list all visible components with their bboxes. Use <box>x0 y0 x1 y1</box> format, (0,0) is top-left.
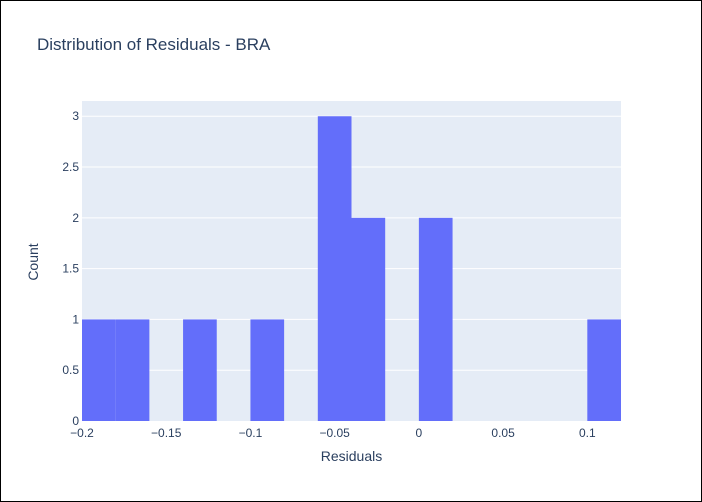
y-tick-label: 0.5 <box>62 363 79 377</box>
histogram-bar <box>250 319 285 421</box>
x-tick-labels: −0.2 −0.15 −0.1 −0.05 0 0.05 0.1 <box>70 426 596 440</box>
y-tick-label: 1 <box>72 312 79 326</box>
histogram-bars <box>82 116 621 421</box>
histogram-bar <box>115 319 150 421</box>
histogram-bar <box>317 116 352 421</box>
x-tick-label: −0.2 <box>70 426 94 440</box>
y-tick-label: 2.5 <box>62 160 79 174</box>
x-tick-label: −0.05 <box>319 426 350 440</box>
histogram-bar <box>82 319 116 421</box>
histogram-bar <box>418 217 453 421</box>
x-tick-label: −0.15 <box>151 426 182 440</box>
histogram-bar <box>183 319 217 421</box>
y-axis-title: Count <box>25 243 41 281</box>
x-tick-label: −0.1 <box>239 426 263 440</box>
chart-title: Distribution of Residuals - BRA <box>37 35 271 54</box>
y-tick-labels: 0 0.5 1 1.5 2 2.5 3 <box>62 109 79 428</box>
histogram-bar <box>587 319 621 421</box>
x-tick-label: 0.05 <box>491 426 515 440</box>
x-tick-label: 0.1 <box>579 426 596 440</box>
y-tick-label: 0 <box>72 414 79 428</box>
y-tick-label: 1.5 <box>62 262 79 276</box>
x-tick-label: 0 <box>416 426 423 440</box>
y-tick-label: 2 <box>72 211 79 225</box>
y-tick-label: 3 <box>72 109 79 123</box>
x-axis-title: Residuals <box>320 448 383 464</box>
histogram-bar <box>351 217 386 421</box>
